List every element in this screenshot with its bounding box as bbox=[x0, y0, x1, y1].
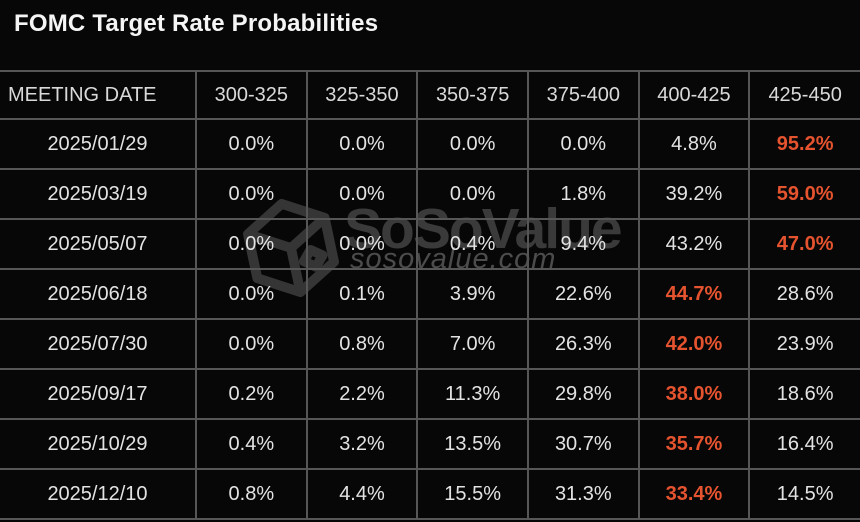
probability-cell: 59.0% bbox=[748, 168, 860, 220]
date-cell: 2025/12/10 bbox=[0, 468, 197, 520]
probability-cell: 95.2% bbox=[748, 118, 860, 170]
rate-range-header: 350-375 bbox=[416, 70, 529, 120]
rate-range-header: 425-450 bbox=[748, 70, 860, 120]
probability-cell: 0.4% bbox=[195, 418, 308, 470]
table-header-row: MEETING DATE 300-325 325-350 350-375 375-400… bbox=[0, 70, 860, 120]
probability-cell: 0.1% bbox=[305, 268, 419, 320]
table-row: 2025/03/19 0.0% 0.0% 0.0% 1.8% 39.2% 59.0% bbox=[0, 168, 860, 220]
probability-cell: 0.0% bbox=[195, 218, 308, 270]
probability-cell: 0.0% bbox=[195, 168, 308, 220]
rate-range-header: 375-400 bbox=[526, 70, 640, 120]
table-body: 2025/01/29 0.0% 0.0% 0.0% 0.0% 4.8% 95.2% 2025/… bbox=[0, 118, 860, 520]
rate-range-header: 300-325 bbox=[195, 70, 308, 120]
probability-cell: 0.0% bbox=[305, 118, 419, 170]
probability-cell: 0.2% bbox=[195, 368, 308, 420]
date-cell: 2025/10/29 bbox=[0, 418, 197, 470]
date-cell: 2025/07/30 bbox=[0, 318, 197, 370]
probability-cell: 47.0% bbox=[748, 218, 860, 270]
table-row: 2025/05/07 0.0% 0.0% 0.4% 9.4% 43.2% 47.0% bbox=[0, 218, 860, 270]
table-row: 2025/06/18 0.0% 0.1% 3.9% 22.6% 44.7% 28.6% bbox=[0, 268, 860, 320]
header-row: MEETING DATE 300-325 325-350 350-375 375-400… bbox=[0, 70, 860, 120]
probability-cell: 0.0% bbox=[305, 168, 419, 220]
probability-cell: 0.0% bbox=[526, 118, 640, 170]
probability-cell: 28.6% bbox=[748, 268, 860, 320]
probability-cell: 22.6% bbox=[526, 268, 640, 320]
probability-table: MEETING DATE 300-325 325-350 350-375 375-400… bbox=[0, 70, 860, 520]
probability-cell: 0.0% bbox=[416, 168, 529, 220]
probability-cell: 29.8% bbox=[526, 368, 640, 420]
title-bar: FOMC Target Rate Probabilities bbox=[0, 0, 860, 70]
probability-cell: 0.0% bbox=[195, 118, 308, 170]
rate-range-header: 325-350 bbox=[305, 70, 419, 120]
probability-cell: 38.0% bbox=[637, 368, 751, 420]
probability-cell: 15.5% bbox=[416, 468, 529, 520]
probability-cell: 0.0% bbox=[195, 268, 308, 320]
meeting-date-header: MEETING DATE bbox=[0, 70, 197, 120]
table-row: 2025/12/10 0.8% 4.4% 15.5% 31.3% 33.4% 14.5% bbox=[0, 468, 860, 520]
probability-cell: 7.0% bbox=[416, 318, 529, 370]
date-cell: 2025/09/17 bbox=[0, 368, 197, 420]
date-cell: 2025/05/07 bbox=[0, 218, 197, 270]
table-row: 2025/09/17 0.2% 2.2% 11.3% 29.8% 38.0% 18.6% bbox=[0, 368, 860, 420]
probability-cell: 23.9% bbox=[748, 318, 860, 370]
probability-cell: 4.4% bbox=[305, 468, 419, 520]
probability-cell: 1.8% bbox=[526, 168, 640, 220]
probability-cell: 43.2% bbox=[637, 218, 751, 270]
probability-cell: 9.4% bbox=[526, 218, 640, 270]
probability-cell: 3.9% bbox=[416, 268, 529, 320]
probability-cell: 0.4% bbox=[416, 218, 529, 270]
probability-cell: 33.4% bbox=[637, 468, 751, 520]
probability-cell: 30.7% bbox=[526, 418, 640, 470]
probability-cell: 42.0% bbox=[637, 318, 751, 370]
probability-cell: 13.5% bbox=[416, 418, 529, 470]
probability-cell: 2.2% bbox=[305, 368, 419, 420]
probability-cell: 0.8% bbox=[195, 468, 308, 520]
date-cell: 2025/06/18 bbox=[0, 268, 197, 320]
probability-cell: 16.4% bbox=[748, 418, 860, 470]
table-row: 2025/01/29 0.0% 0.0% 0.0% 0.0% 4.8% 95.2% bbox=[0, 118, 860, 170]
rate-range-header: 400-425 bbox=[637, 70, 751, 120]
probability-cell: 18.6% bbox=[748, 368, 860, 420]
probability-cell: 31.3% bbox=[526, 468, 640, 520]
table-row: 2025/07/30 0.0% 0.8% 7.0% 26.3% 42.0% 23.9% bbox=[0, 318, 860, 370]
probability-cell: 0.8% bbox=[305, 318, 419, 370]
date-cell: 2025/03/19 bbox=[0, 168, 197, 220]
probability-cell: 26.3% bbox=[526, 318, 640, 370]
probability-cell: 0.0% bbox=[305, 218, 419, 270]
probability-cell: 39.2% bbox=[637, 168, 751, 220]
probability-cell: 44.7% bbox=[637, 268, 751, 320]
page-title: FOMC Target Rate Probabilities bbox=[14, 10, 379, 37]
date-cell: 2025/01/29 bbox=[0, 118, 197, 170]
probability-cell: 0.0% bbox=[195, 318, 308, 370]
probability-cell: 0.0% bbox=[416, 118, 529, 170]
probability-cell: 11.3% bbox=[416, 368, 529, 420]
table-row: 2025/10/29 0.4% 3.2% 13.5% 30.7% 35.7% 16.4% bbox=[0, 418, 860, 470]
probability-cell: 35.7% bbox=[637, 418, 751, 470]
probability-cell: 3.2% bbox=[305, 418, 419, 470]
probability-cell: 4.8% bbox=[637, 118, 751, 170]
probability-cell: 14.5% bbox=[748, 468, 860, 520]
